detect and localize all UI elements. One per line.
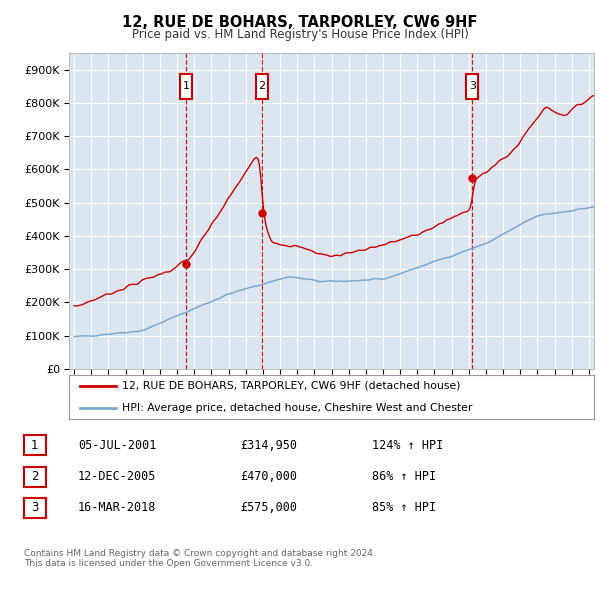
Text: Price paid vs. HM Land Registry's House Price Index (HPI): Price paid vs. HM Land Registry's House … [131,28,469,41]
Text: 12-DEC-2005: 12-DEC-2005 [78,470,157,483]
Text: £470,000: £470,000 [240,470,297,483]
FancyBboxPatch shape [181,74,193,99]
Text: 124% ↑ HPI: 124% ↑ HPI [372,439,443,452]
Text: HPI: Average price, detached house, Cheshire West and Chester: HPI: Average price, detached house, Ches… [121,403,472,413]
Text: 1: 1 [183,81,190,91]
Text: £575,000: £575,000 [240,502,297,514]
Text: This data is licensed under the Open Government Licence v3.0.: This data is licensed under the Open Gov… [24,559,313,568]
Text: 2: 2 [31,470,38,483]
Text: 3: 3 [469,81,476,91]
Text: 12, RUE DE BOHARS, TARPORLEY, CW6 9HF: 12, RUE DE BOHARS, TARPORLEY, CW6 9HF [122,15,478,30]
Text: 12, RUE DE BOHARS, TARPORLEY, CW6 9HF (detached house): 12, RUE DE BOHARS, TARPORLEY, CW6 9HF (d… [121,381,460,391]
Text: 86% ↑ HPI: 86% ↑ HPI [372,470,436,483]
Text: Contains HM Land Registry data © Crown copyright and database right 2024.: Contains HM Land Registry data © Crown c… [24,549,376,558]
Text: 3: 3 [31,502,38,514]
Text: 1: 1 [31,439,38,452]
Text: 85% ↑ HPI: 85% ↑ HPI [372,502,436,514]
FancyBboxPatch shape [256,74,268,99]
FancyBboxPatch shape [466,74,478,99]
Text: 16-MAR-2018: 16-MAR-2018 [78,502,157,514]
Text: £314,950: £314,950 [240,439,297,452]
Text: 2: 2 [259,81,266,91]
Text: 05-JUL-2001: 05-JUL-2001 [78,439,157,452]
